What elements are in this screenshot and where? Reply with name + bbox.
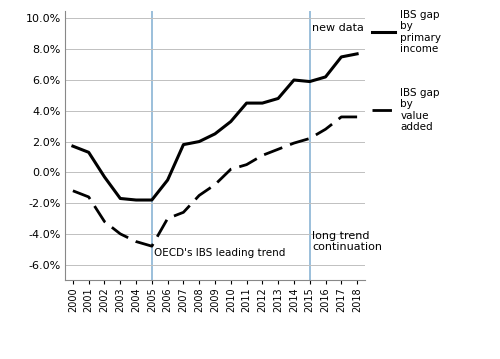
Text: new data: new data (312, 23, 364, 33)
Legend: IBS gap
by
primary
income, IBS gap
by
value
added: IBS gap by primary income, IBS gap by va… (368, 5, 446, 137)
Text: OECD's IBS leading trend: OECD's IBS leading trend (154, 248, 286, 258)
Text: long trend
continuation: long trend continuation (312, 231, 382, 252)
